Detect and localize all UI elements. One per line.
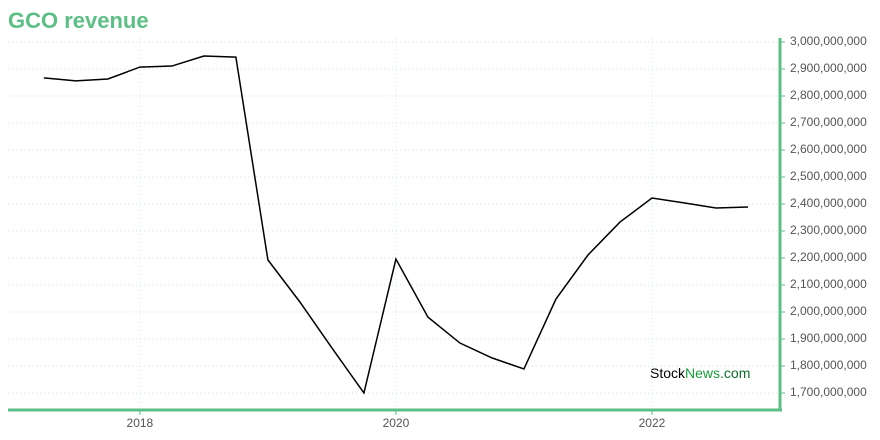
watermark-part: Stock: [650, 365, 686, 381]
x-tick-label: 2022: [639, 416, 666, 430]
x-tick-label: 2018: [127, 416, 154, 430]
y-tick-label: 2,100,000,000: [790, 277, 867, 291]
x-tick-label: 2020: [383, 416, 410, 430]
y-tick-label: 2,600,000,000: [790, 142, 867, 156]
y-tick-label: 2,500,000,000: [790, 169, 867, 183]
y-tick-label: 2,800,000,000: [790, 88, 867, 102]
watermark: StockNews.com: [650, 365, 750, 381]
y-tick-label: 2,300,000,000: [790, 223, 867, 237]
watermark-part: News: [685, 365, 720, 381]
line-series: [43, 55, 749, 395]
y-tick-label: 2,400,000,000: [790, 196, 867, 210]
y-tick-label: 2,900,000,000: [790, 61, 867, 75]
y-tick-label: 1,900,000,000: [790, 331, 867, 345]
chart-title: GCO revenue: [8, 8, 149, 33]
y-tick-label: 2,200,000,000: [790, 250, 867, 264]
y-tick-label: 1,700,000,000: [790, 385, 867, 399]
y-tick-label: 1,800,000,000: [790, 358, 867, 372]
watermark-part: .com: [720, 365, 750, 381]
y-tick-label: 2,700,000,000: [790, 115, 867, 129]
y-tick-label: 2,000,000,000: [790, 304, 867, 318]
y-tick-label: 3,000,000,000: [790, 34, 867, 48]
